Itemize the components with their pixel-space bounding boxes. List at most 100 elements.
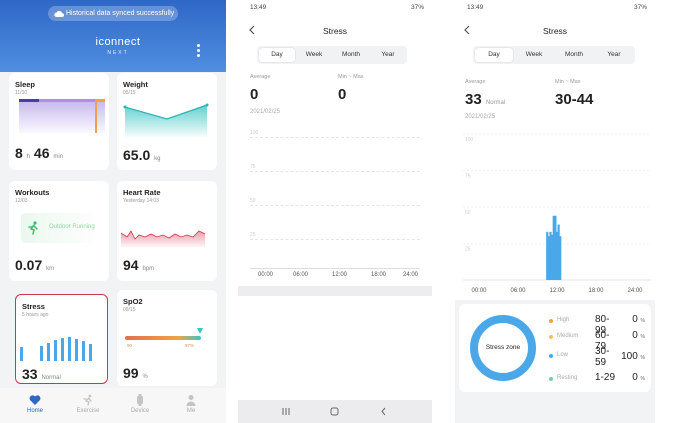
card-date: 12/03 (15, 198, 28, 204)
watch-icon (137, 394, 143, 406)
grid-line (250, 137, 420, 138)
minmax-value: 30-44 (555, 91, 594, 108)
average-value: 0 (250, 86, 259, 103)
spo2-value: 99 % (123, 365, 148, 381)
weight-value: 65.0 kg (123, 147, 161, 163)
zone-color-dot (549, 377, 553, 381)
chart-bar (557, 224, 560, 280)
tab-month[interactable]: Month (341, 51, 361, 58)
stress-mini-chart (20, 337, 92, 361)
chart-bar (552, 215, 555, 280)
tab-label: Home (26, 408, 43, 414)
home-nav-icon[interactable] (330, 407, 339, 416)
stress-zone-card: Stress zone High 80-99 0 % Medium 60-79 … (459, 304, 651, 392)
period-segmented-control: Day Week Month Year (473, 46, 635, 64)
chart-bar (559, 236, 562, 280)
spo2-range-high: 97% (185, 343, 195, 348)
zone-range: 80-99 (595, 314, 610, 336)
grid-line (250, 239, 420, 240)
spo2-range-bar (125, 336, 201, 340)
sleep-chart (19, 99, 105, 133)
sleep-card[interactable]: Sleep 11/10 8 h 46 min (9, 73, 109, 170)
card-title: SpO2 (123, 297, 143, 306)
zone-color-dot (549, 319, 553, 323)
sync-toast: Historical data synced successfully (48, 6, 178, 21)
x-tick: 00:00 (258, 272, 274, 278)
zone-row-resting: Resting 1-29 0 % (549, 372, 649, 388)
back-arrow-icon[interactable] (463, 25, 471, 35)
tab-home[interactable]: Home (15, 394, 55, 414)
y-tick: 50 (465, 210, 471, 216)
chart-bar (549, 231, 552, 280)
stress-zone-donut (470, 315, 536, 381)
zone-range: 1-29 (595, 372, 616, 383)
status-time: 13:49 (467, 4, 484, 11)
running-icon (28, 221, 38, 235)
tab-me[interactable]: Me (171, 394, 211, 414)
x-tick: 06:00 (510, 288, 526, 294)
stress-card[interactable]: Stress 5 hours ago 33 Normal (15, 294, 108, 384)
bottom-tab-bar: Home Exercise Device Me (0, 388, 226, 423)
home-header: Historical data synced successfully icon… (0, 0, 226, 72)
minmax-value: 0 (338, 86, 347, 103)
more-menu-icon[interactable] (195, 44, 201, 58)
heart-rate-value: 94 bpm (123, 257, 155, 273)
tab-month[interactable]: Month (564, 51, 584, 58)
brand-logo: iconnect (95, 36, 141, 48)
spo2-marker-icon (197, 328, 203, 334)
zone-color-dot (549, 335, 553, 339)
tab-week[interactable]: Week (305, 51, 323, 58)
x-tick: 18:00 (371, 272, 387, 278)
x-tick: 18:00 (588, 288, 604, 294)
chart-bar (554, 215, 557, 280)
stress-screen-empty: 13:49 37% Stress Day Week Month Year Ave… (238, 0, 432, 423)
back-arrow-icon[interactable] (248, 25, 256, 35)
y-tick: 100 (465, 137, 474, 143)
zone-name: Resting (557, 375, 578, 381)
chart-bar (546, 231, 549, 280)
zone-row-low: Low 30-59 100 % (549, 346, 649, 370)
minmax-label: Min ~ Max (555, 79, 581, 85)
y-tick: 75 (465, 174, 471, 180)
zone-name: Medium (557, 333, 579, 339)
zone-percent: 0 % (632, 314, 645, 325)
stress-zone-title: Stress zone (485, 344, 521, 351)
sleep-duration: 8 h 46 min (15, 145, 64, 161)
stress-screen: 13:49 37% Stress Day Week Month Year Ave… (455, 0, 655, 423)
y-tick: 25 (250, 232, 256, 238)
x-tick: 06:00 (293, 272, 309, 278)
grid-line (250, 205, 420, 206)
tab-day[interactable]: Day (475, 48, 513, 62)
tab-week[interactable]: Week (525, 51, 543, 58)
stress-value: 33 Normal (22, 366, 61, 382)
status-bar: 13:49 37% (455, 0, 655, 14)
cloud-sync-icon (54, 10, 64, 17)
tab-label: Device (130, 408, 150, 414)
workout-activity: Outdoor Running (49, 224, 95, 230)
chart-bar (547, 236, 550, 280)
android-nav-bar (238, 400, 432, 423)
card-title: Heart Rate (123, 188, 161, 197)
heart-rate-card[interactable]: Heart Rate Yesterday 14:03 94 bpm (117, 181, 217, 281)
card-title: Sleep (15, 80, 36, 89)
person-icon (186, 395, 196, 406)
tab-label: Me (186, 408, 196, 414)
x-tick: 00:00 (471, 288, 487, 294)
y-tick: 75 (250, 164, 256, 170)
tab-exercise[interactable]: Exercise (68, 394, 108, 414)
y-tick: 25 (465, 247, 471, 253)
tab-year[interactable]: Year (607, 51, 621, 58)
tab-day[interactable]: Day (259, 48, 295, 62)
page-title: Stress (542, 26, 568, 36)
x-tick: 24:00 (403, 272, 419, 278)
card-title: Stress (22, 302, 45, 311)
tab-device[interactable]: Device (120, 394, 160, 414)
recent-apps-icon[interactable] (282, 407, 290, 416)
workouts-card[interactable]: Workouts 12/03 Outdoor Running 0.07 km (9, 181, 109, 281)
weight-card[interactable]: Weight 05/15 65.0 kg (117, 73, 217, 170)
spo2-card[interactable]: SpO2 09/15 90 97% 99 % (117, 290, 217, 386)
card-title: Workouts (15, 188, 50, 197)
card-date: 09/15 (123, 307, 136, 313)
tab-year[interactable]: Year (381, 51, 395, 58)
back-nav-icon[interactable] (380, 407, 387, 416)
